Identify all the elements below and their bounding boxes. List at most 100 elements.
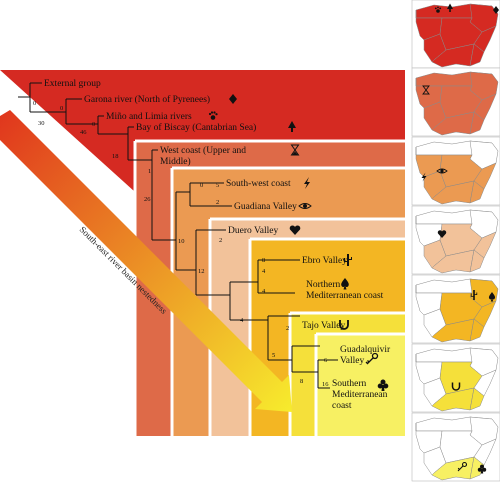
club-icon — [377, 379, 389, 391]
branch-number: 1 — [148, 168, 151, 175]
diamond-icon — [229, 94, 237, 104]
iberia-map — [411, 274, 500, 344]
map-region — [469, 43, 485, 67]
iberia-map — [411, 67, 500, 137]
branch-number: 6 — [324, 357, 328, 364]
label-guadiana-valley: Guadiana Valley — [234, 202, 297, 212]
branch-number: 0 — [33, 100, 36, 107]
branch-number: 0 — [200, 182, 203, 189]
map-region — [473, 369, 497, 397]
eye-icon — [436, 168, 448, 174]
spade-icon — [488, 292, 496, 302]
tree-icon — [447, 3, 453, 12]
branch-number: 5 — [272, 352, 275, 359]
label-southern-med-line3: coast — [332, 401, 352, 411]
diamond-icon — [493, 6, 499, 14]
branch-number: 18 — [112, 153, 119, 160]
map-region — [469, 456, 485, 480]
branch-number: 4 — [262, 288, 266, 295]
branch-number: 2 — [216, 199, 219, 206]
map-region — [469, 180, 485, 204]
branch-number: 26 — [144, 196, 151, 203]
branch-number: 4 — [262, 268, 266, 275]
map-region — [473, 231, 497, 259]
label-tajo-valley: Tajo Valley — [302, 321, 345, 331]
paw-icon — [434, 6, 442, 13]
branch-number: 46 — [80, 129, 87, 136]
hourglass-icon — [422, 85, 430, 95]
eye-icon — [298, 203, 312, 209]
hourglass-icon — [290, 144, 300, 156]
label-northern-med-line2: Mediterranean coast — [306, 291, 384, 301]
map-region — [473, 438, 497, 466]
iberia-map — [411, 205, 500, 275]
map-region — [469, 387, 485, 411]
map-region — [469, 318, 485, 342]
horseshoe-icon — [339, 320, 349, 330]
tree-icon — [288, 121, 296, 132]
cactus-icon — [470, 290, 478, 300]
spade-icon — [341, 278, 349, 290]
heart-icon — [289, 225, 301, 235]
map-region — [473, 162, 497, 190]
branch-number: 8 — [262, 257, 265, 264]
map-region — [431, 111, 475, 136]
branch-number: 16 — [322, 381, 329, 388]
branch-number: 4 — [240, 317, 244, 324]
map-region — [469, 249, 485, 273]
label-mino-limia: Miño and Limia rivers — [106, 112, 192, 122]
label-south-west-coast: South-west coast — [226, 179, 291, 189]
label-bay-of-biscay: Bay of Biscay (Cantabrian Sea) — [136, 122, 256, 133]
branch-number: 2 — [286, 325, 289, 332]
map-region — [431, 249, 475, 274]
branch-number: 12 — [198, 268, 205, 275]
label-duero-valley: Duero Valley — [228, 226, 278, 236]
iberia-map — [411, 412, 500, 482]
label-northern-med: Northern — [306, 280, 341, 290]
label-west-coast: West coast (Upper and — [160, 145, 246, 156]
branch-number: 5 — [216, 182, 219, 189]
group-symbols — [208, 94, 389, 391]
label-southern-med-line2: Mediterranean — [332, 390, 388, 400]
map-region — [431, 43, 475, 68]
label-external-group: External group — [44, 79, 101, 89]
branch-number: 0 — [92, 121, 95, 128]
lightning-icon — [304, 177, 310, 189]
map-region — [473, 25, 497, 53]
label-guadalquivir-line2: Valley — [340, 356, 365, 366]
club-icon — [477, 464, 487, 474]
horseshoe-icon — [451, 382, 461, 391]
label-west-coast-line2: Middle) — [160, 156, 191, 167]
tree-branches — [18, 82, 338, 389]
map-region — [431, 318, 475, 343]
label-southern-med: Southern — [332, 379, 367, 389]
phylogenetic-tree — [18, 82, 338, 389]
branch-number: 30 — [38, 120, 45, 127]
label-guadalquivir: Guadalquivir — [340, 345, 391, 355]
map-region — [431, 180, 475, 205]
paw-icon — [208, 111, 218, 120]
arrow-shaft — [0, 110, 292, 412]
branch-number: 2 — [219, 237, 222, 244]
map-column — [411, 0, 500, 482]
branch-number: 10 — [178, 238, 185, 245]
map-region — [469, 111, 485, 135]
group-labels: External group Garona river (North of Py… — [44, 79, 391, 411]
branch-number: 0 — [60, 105, 63, 112]
key-icon — [365, 352, 379, 365]
map-region — [473, 93, 497, 121]
label-ebro-valley: Ebro Valley — [302, 256, 347, 266]
panel-southern — [316, 334, 405, 436]
map-region — [473, 300, 497, 328]
iberia-map — [411, 136, 500, 206]
map-region — [431, 387, 475, 412]
branch-numbers: 0 30 0 46 0 18 1 26 0 5 2 10 2 12 8 4 4 … — [33, 100, 329, 388]
key-icon — [457, 461, 468, 472]
cactus-icon — [344, 254, 352, 266]
label-garona: Garona river (North of Pyrenees) — [84, 94, 210, 105]
branch-number: 8 — [300, 378, 303, 385]
heart-icon — [437, 230, 447, 238]
iberia-map — [411, 0, 500, 69]
lightning-icon — [421, 172, 427, 182]
